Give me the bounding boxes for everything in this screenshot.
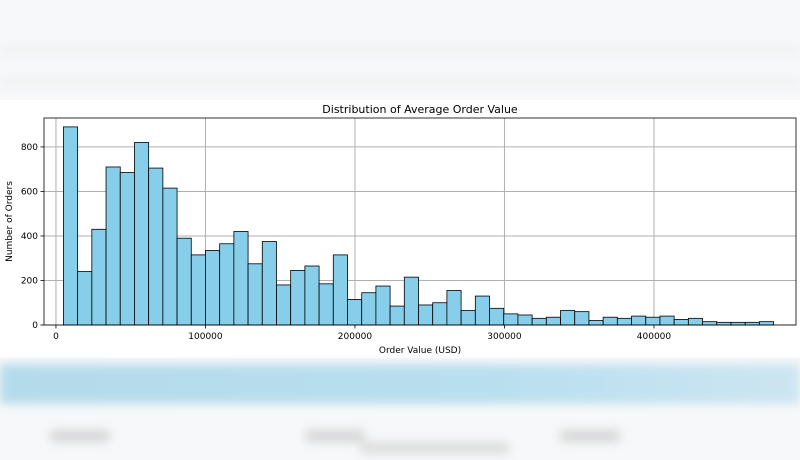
histogram-bar [673,319,689,326]
y-tick-label: 200 [21,276,38,286]
x-tick-label: 300000 [487,332,522,342]
histogram-bar [361,292,377,326]
histogram-bar [375,285,391,326]
histogram-bar [247,263,263,326]
blurred-backdrop-top [0,0,800,100]
histogram-bar [531,317,547,326]
histogram-bar [63,126,79,326]
histogram-bar [304,265,320,326]
histogram-bar [176,237,192,326]
blurred-backdrop-bottom [0,358,800,460]
histogram-bar [119,172,135,326]
histogram-bar [105,166,121,326]
histogram-bar [460,310,476,326]
histogram-bar [77,271,93,326]
tick-layer: 0 100000 200000 300000 400000 0 200 400 600 800 [21,143,672,342]
histogram-bar [545,316,561,326]
blurred-caption-echo [360,442,510,454]
histogram-bar [148,167,164,326]
y-tick-label: 600 [21,187,38,197]
histogram-bar [758,321,774,326]
blurred-gridline [0,48,800,50]
histogram-bar [389,305,405,326]
histogram-bar [503,313,519,326]
histogram-bar [418,304,434,326]
histogram-bar [588,320,604,326]
blurred-bars-echo [0,364,800,404]
bar-layer [63,126,774,326]
histogram-bar [616,317,632,326]
blurred-tick-echo [50,430,110,442]
chart-panel: 0 100000 200000 300000 400000 0 200 400 600 800 D… [0,100,800,358]
histogram-bar [347,299,363,326]
histogram-bar [276,284,292,326]
histogram-bar [702,321,718,326]
histogram-bar [162,187,178,326]
histogram-bar [403,276,419,326]
x-tick-label: 100000 [188,332,223,342]
histogram-bar [290,270,306,326]
histogram-bar [261,241,277,326]
histogram-bar [219,243,235,326]
histogram-bar [190,254,206,326]
x-tick-label: 200000 [338,332,373,342]
x-tick-label: 400000 [637,332,672,342]
histogram-bar [318,283,334,326]
histogram-bar [134,142,150,326]
histogram-bar [432,302,448,326]
histogram-bar [205,250,221,326]
histogram-bar [730,321,746,326]
histogram-bar [560,310,576,326]
histogram-bar [602,316,618,326]
histogram-bar [631,315,647,326]
y-tick-label: 400 [21,232,38,242]
histogram-bar [517,314,533,326]
histogram-chart: 0 100000 200000 300000 400000 0 200 400 600 800 D… [5,103,797,356]
histogram-bar [474,295,490,326]
histogram-bar [332,254,348,326]
y-axis-label: Number of Orders [5,181,15,262]
chart-title: Distribution of Average Order Value [322,103,518,116]
blurred-tick-echo [305,430,365,442]
histogram-bar [716,321,732,326]
histogram-bar [233,231,249,326]
blurred-tick-echo [560,430,620,442]
histogram-bar [687,317,703,326]
blurred-gridline [0,80,800,82]
y-tick-label: 0 [32,321,38,331]
histogram-bar [489,307,505,326]
histogram-bar [574,311,590,326]
histogram-bar [91,228,107,326]
histogram-bar [744,321,760,326]
x-axis-label: Order Value (USD) [379,346,461,356]
histogram-bar [645,316,661,326]
histogram-bar [659,315,675,326]
histogram-bar [446,290,462,326]
plot-frame [43,117,797,326]
y-tick-label: 800 [21,143,38,153]
x-tick-label: 0 [53,332,59,342]
